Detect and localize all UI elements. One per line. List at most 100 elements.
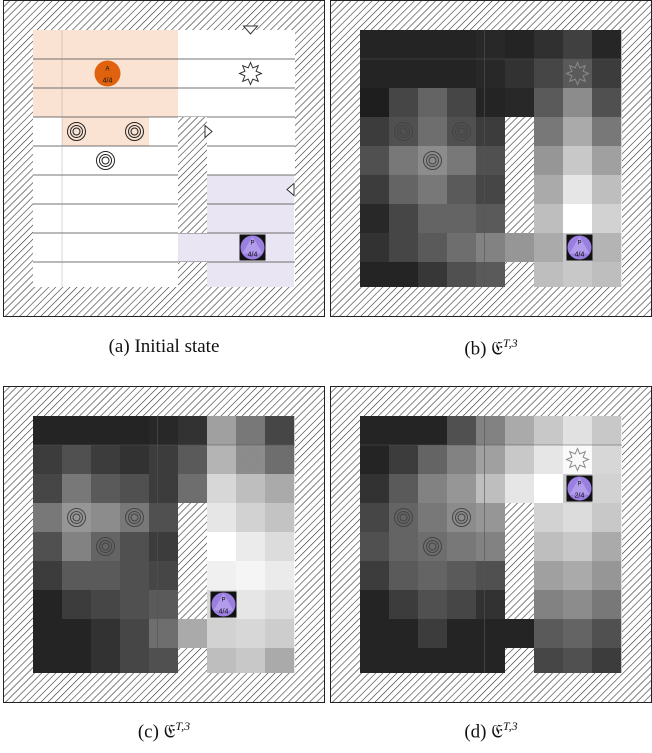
heat-cell xyxy=(207,474,237,504)
goal-star-icon xyxy=(565,61,590,86)
agent-p: P 4/4 xyxy=(239,234,266,261)
heat-cell xyxy=(360,561,390,591)
wall-cell xyxy=(505,503,534,532)
heat-cell xyxy=(447,619,477,649)
target-ring-icon xyxy=(125,508,144,527)
heat-cell xyxy=(418,30,448,60)
heat-cell xyxy=(360,117,390,147)
heat-cell xyxy=(389,117,419,147)
markers: P 2/4 xyxy=(394,447,593,556)
heat-cell xyxy=(418,445,448,475)
heat-cell xyxy=(534,233,564,263)
heat-cell xyxy=(534,146,564,176)
heat-cell xyxy=(476,445,506,475)
wall-cell xyxy=(178,262,207,291)
caption-d-prefix: (d) xyxy=(464,721,487,743)
heat-cell xyxy=(447,30,477,60)
heat-cell xyxy=(360,532,390,562)
heat-cell xyxy=(592,474,622,504)
heat-cell xyxy=(389,146,419,176)
heat-cell xyxy=(505,445,535,475)
heat-cell xyxy=(360,59,390,89)
heat-cell xyxy=(389,30,419,60)
heat-cell xyxy=(418,474,448,504)
heat-cell xyxy=(91,619,121,649)
agent-label-top: P xyxy=(250,241,254,247)
heat-cell xyxy=(360,175,390,205)
arrow-down-icon xyxy=(242,25,259,35)
heat-cell xyxy=(265,416,295,446)
heat-cell xyxy=(418,204,448,234)
heat-cell xyxy=(592,175,622,205)
heat-cell xyxy=(563,619,593,649)
heat-cell xyxy=(207,561,237,591)
heat-cell xyxy=(389,445,419,475)
heat-cell xyxy=(33,503,63,533)
heat-cell xyxy=(563,88,593,118)
heat-cell xyxy=(476,233,506,263)
caption-b-sup: T,3 xyxy=(502,336,518,350)
heat-cell xyxy=(563,204,593,234)
arrow-left-icon xyxy=(286,182,295,197)
grid-heatmap-d: P 2/4 xyxy=(330,386,652,703)
caption-c-prefix: (c) xyxy=(137,721,159,743)
agent-p: P 4/4 xyxy=(210,591,237,618)
heat-cell xyxy=(178,445,208,475)
heat-cell xyxy=(120,445,150,475)
goal-star-icon xyxy=(565,447,590,472)
heat-cell xyxy=(418,532,448,562)
heat-cell xyxy=(265,619,295,649)
heat-cell xyxy=(592,648,622,678)
heat-cell xyxy=(563,262,593,292)
arrow-right-icon xyxy=(204,124,213,139)
heat-cell xyxy=(149,532,179,562)
heat-cell xyxy=(476,648,506,678)
wall-cell xyxy=(178,590,207,619)
grid-cells xyxy=(33,416,295,678)
caption-b-prefix: (b) xyxy=(464,338,487,360)
heat-cell xyxy=(505,88,535,118)
heat-cell xyxy=(149,619,179,649)
heat-cell xyxy=(120,619,150,649)
heat-cell xyxy=(534,445,564,475)
heat-cell xyxy=(534,262,564,292)
goal-star-icon xyxy=(238,61,263,86)
target-ring-icon xyxy=(67,508,86,527)
heat-cell xyxy=(33,648,63,678)
wall-cell xyxy=(505,117,534,146)
heat-cell xyxy=(505,474,535,504)
agent-label-bottom: 4/4 xyxy=(103,78,113,85)
heat-cell xyxy=(447,532,477,562)
heat-cell xyxy=(505,416,535,446)
heat-cell xyxy=(360,648,390,678)
heat-cell xyxy=(236,619,266,649)
caption-b: (b) 𝔈T,3 xyxy=(330,336,652,360)
heat-cell xyxy=(91,561,121,591)
heat-cell xyxy=(592,233,622,263)
heat-cell xyxy=(33,445,63,475)
heat-cell xyxy=(476,204,506,234)
heat-cell xyxy=(563,561,593,591)
agent-label-bottom: 4/4 xyxy=(219,609,229,616)
heat-cell xyxy=(534,204,564,234)
target-ring-icon xyxy=(96,151,115,170)
agent-region xyxy=(62,117,149,146)
caption-d-sup: T,3 xyxy=(502,719,518,733)
heat-cell xyxy=(505,619,535,649)
heat-cell xyxy=(476,146,506,176)
heat-cell xyxy=(207,619,237,649)
heat-cell xyxy=(91,474,121,504)
heat-cell xyxy=(207,416,237,446)
heat-cell xyxy=(447,503,477,533)
heat-cell xyxy=(447,262,477,292)
heat-cell xyxy=(120,532,150,562)
heat-cell xyxy=(360,262,390,292)
heat-cell xyxy=(592,262,622,292)
heat-cell xyxy=(62,590,92,620)
heat-cell xyxy=(534,532,564,562)
heat-cell xyxy=(563,532,593,562)
wall-cell xyxy=(505,204,534,233)
heat-cell xyxy=(236,648,266,678)
heat-cell xyxy=(592,30,622,60)
heat-cell xyxy=(534,503,564,533)
